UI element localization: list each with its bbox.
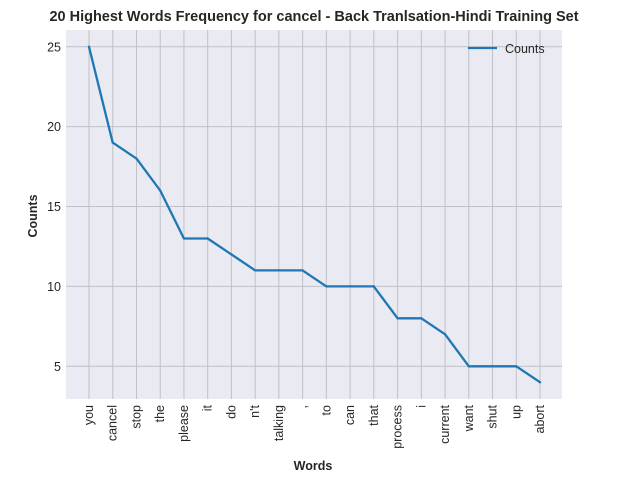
x-gridlines xyxy=(88,30,541,399)
data-point xyxy=(467,365,470,368)
x-tick-label: current xyxy=(438,404,452,443)
chart-title: 20 Highest Words Frequency for cancel - … xyxy=(49,9,578,25)
x-tick-label: i xyxy=(414,405,428,408)
x-tick-label: n't xyxy=(248,404,262,417)
data-point xyxy=(277,269,281,272)
series-lines xyxy=(87,45,542,384)
data-point xyxy=(443,333,447,336)
data-point xyxy=(325,285,328,288)
legend: Counts xyxy=(468,42,545,56)
x-tick-label: to xyxy=(319,405,333,415)
data-point xyxy=(396,317,399,320)
y-axis-label: Counts xyxy=(26,194,40,237)
x-tick-label: cancel xyxy=(106,405,120,441)
data-point xyxy=(182,237,186,240)
data-point xyxy=(206,237,209,240)
data-point xyxy=(348,285,352,288)
x-tick-label: talking xyxy=(272,405,286,441)
data-point xyxy=(420,317,423,320)
data-point xyxy=(254,269,257,272)
legend-label: Counts xyxy=(505,42,545,56)
x-tick-label: please xyxy=(177,405,191,442)
data-point xyxy=(111,141,114,144)
y-gridlines xyxy=(66,46,562,367)
y-tick-label: 5 xyxy=(54,360,61,374)
data-point xyxy=(159,189,162,192)
x-tick-label: you xyxy=(82,405,96,425)
data-point xyxy=(301,269,304,272)
x-tick-label: shut xyxy=(486,404,500,428)
x-tick-label: abort xyxy=(533,404,547,433)
x-tick-label: that xyxy=(367,404,381,425)
x-tick-label: , xyxy=(296,405,310,408)
data-point xyxy=(87,45,91,48)
x-tick-label: up xyxy=(509,405,523,419)
data-point xyxy=(230,253,233,256)
y-tick-label: 20 xyxy=(47,120,61,134)
x-tick-label: the xyxy=(153,405,167,422)
x-tick-label: stop xyxy=(129,405,143,429)
data-point xyxy=(515,365,518,368)
series-line-counts xyxy=(87,45,542,384)
x-tick-label: process xyxy=(391,405,405,449)
x-tick-label: want xyxy=(462,404,476,432)
x-axis-label: Words xyxy=(294,459,333,473)
y-tick-labels: 5 10 15 20 25 xyxy=(47,40,61,373)
y-tick-label: 25 xyxy=(47,40,61,54)
y-tick-label: 15 xyxy=(47,200,61,214)
plot-area xyxy=(66,30,562,399)
x-tick-labels: you cancel stop the please it do n't talking, to c… xyxy=(82,404,547,448)
x-tick-label: do xyxy=(224,405,238,419)
data-point xyxy=(491,365,494,368)
data-point xyxy=(372,285,375,288)
data-point xyxy=(135,157,138,160)
x-tick-label: it xyxy=(201,404,215,411)
y-tick-label: 10 xyxy=(47,280,61,294)
x-tick-label: can xyxy=(343,405,357,425)
data-point xyxy=(538,381,542,384)
